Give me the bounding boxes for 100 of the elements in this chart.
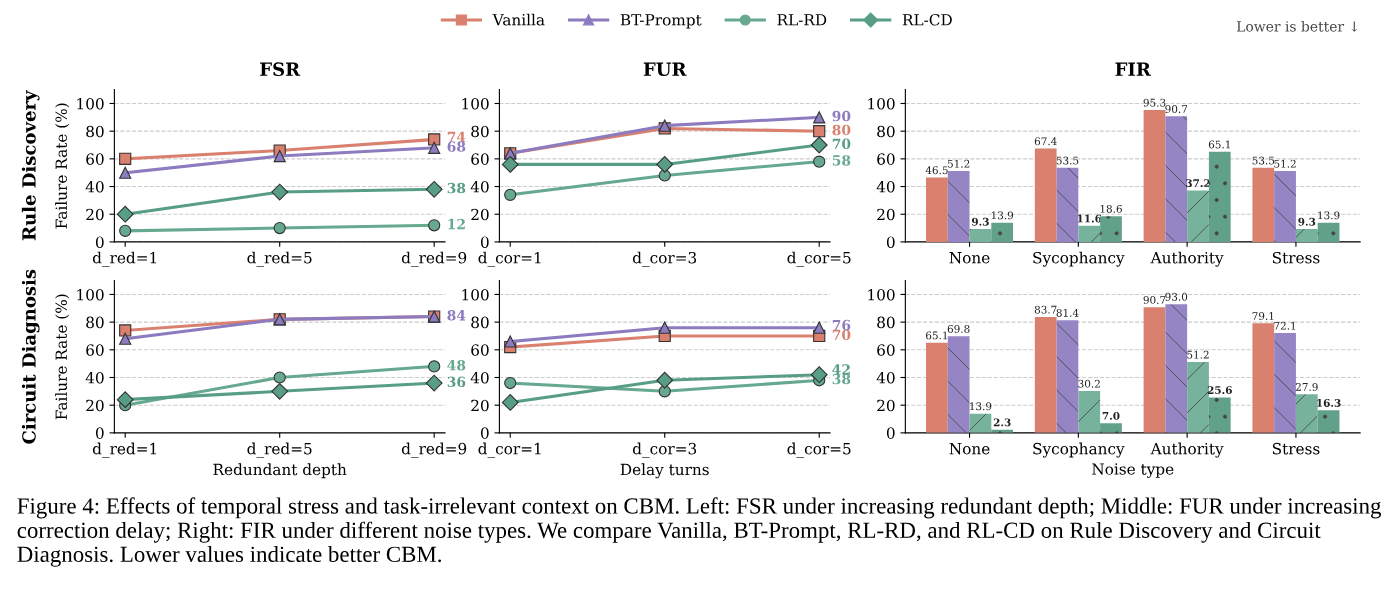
- x-axis-title: Delay turns: [620, 463, 709, 479]
- data-label: 30.2: [1078, 379, 1100, 388]
- data-label: 51.2: [947, 159, 970, 168]
- data-label: 70: [832, 329, 851, 340]
- data-label: 18.6: [1100, 204, 1122, 213]
- chart-title: FIR: [1115, 62, 1151, 76]
- data-label: 48: [447, 359, 466, 371]
- data-label: 76: [832, 319, 851, 331]
- data-label: 11.6: [1077, 214, 1102, 223]
- y-tick-label: 0: [95, 427, 104, 439]
- y-tick-label: 100: [77, 97, 104, 110]
- y-tick-label: 60: [86, 344, 104, 356]
- data-label: 83.7: [1034, 305, 1057, 314]
- data-label: 16.3: [1317, 399, 1341, 407]
- data-label: 95.3: [1143, 98, 1166, 107]
- y-tick-label: 40: [85, 181, 104, 193]
- x-tick-label: d_cor=3: [632, 442, 697, 458]
- data-label: 65.1: [1208, 140, 1230, 149]
- y-tick-label: 80: [877, 316, 895, 329]
- y-tick-label: 60: [471, 153, 489, 165]
- y-tick-label: 20: [877, 399, 895, 412]
- data-label: 12: [448, 218, 465, 230]
- data-label: 69.8: [947, 324, 970, 333]
- data-label: 53.5: [1056, 156, 1079, 165]
- y-tick-label: 20: [471, 399, 489, 412]
- data-label: 53.5: [1252, 156, 1275, 165]
- y-tick-label: 40: [876, 181, 895, 193]
- legend-label: RL-CD: [902, 14, 952, 26]
- y-tick-label: 100: [868, 288, 895, 301]
- x-tick-label: d_cor=3: [632, 251, 697, 267]
- y-tick-label: 20: [877, 208, 895, 221]
- x-tick-label: d_red=9: [401, 442, 467, 458]
- data-label: 36: [447, 376, 466, 388]
- y-tick-label: 60: [471, 344, 489, 356]
- x-axis-title: Noise type: [1092, 463, 1174, 478]
- data-label: 27.9: [1295, 382, 1318, 391]
- y-tick-label: 20: [471, 208, 489, 221]
- x-tick-label: None: [949, 252, 990, 264]
- y-tick-label: 20: [86, 208, 104, 221]
- chart-title: FSR: [260, 62, 301, 77]
- x-axis-title: Redundant depth: [213, 463, 347, 479]
- data-label: 90: [832, 110, 851, 122]
- data-label: 70: [832, 138, 851, 150]
- y-tick-label: 60: [86, 153, 104, 165]
- y-tick-label: 80: [471, 125, 489, 138]
- data-label: 74: [447, 131, 466, 142]
- text: Lower is better ↓: [1236, 20, 1358, 32]
- data-label: 90.7: [1165, 105, 1188, 113]
- y-tick-label: 0: [886, 427, 895, 439]
- data-label: 42: [832, 364, 850, 375]
- x-tick-label: d_cor=1: [478, 251, 541, 267]
- x-tick-label: d_cor=1: [478, 442, 541, 458]
- data-label: 7.0: [1102, 411, 1120, 420]
- data-label: 58: [832, 155, 851, 166]
- data-label: 67.4: [1034, 137, 1057, 146]
- data-label: 38: [832, 373, 851, 385]
- x-tick-label: Authority: [1150, 442, 1224, 458]
- y-tick-label: 0: [480, 236, 489, 248]
- y-tick-label: 100: [462, 97, 489, 110]
- text: Rule Discovery: [21, 90, 40, 241]
- data-label: 51.2: [1187, 350, 1209, 359]
- data-label: 90.7: [1143, 296, 1166, 304]
- data-label: 68: [447, 141, 466, 152]
- y-tick-label: 40: [470, 371, 489, 384]
- x-tick-label: d_red=1: [92, 442, 157, 458]
- text: Circuit Diagnosis: [21, 269, 40, 444]
- data-label: 51.2: [1274, 159, 1296, 168]
- data-label: 13.9: [1318, 211, 1340, 220]
- y-tick-label: 80: [471, 316, 489, 329]
- legend-label: Vanilla: [492, 13, 545, 26]
- x-tick-label: d_red=1: [92, 251, 157, 267]
- data-label: 13.9: [970, 402, 992, 411]
- x-tick-label: Stress: [1272, 251, 1320, 264]
- y-tick-label: 60: [877, 153, 895, 165]
- y-tick-label: 80: [86, 125, 104, 138]
- data-label: 13.9: [991, 211, 1014, 220]
- data-label: 81.4: [1056, 308, 1079, 317]
- x-tick-label: Stress: [1272, 442, 1320, 455]
- x-tick-label: None: [949, 443, 990, 455]
- y-tick-label: 40: [85, 371, 104, 384]
- data-label: 65.1: [926, 331, 948, 340]
- y-tick-label: 80: [877, 125, 895, 138]
- x-tick-label: Sycophancy: [1033, 251, 1125, 267]
- data-label: 2.3: [993, 418, 1011, 427]
- y-tick-label: 60: [877, 344, 895, 356]
- data-label: 72.1: [1274, 321, 1296, 330]
- y-tick-label: 0: [480, 427, 489, 439]
- y-axis-title: Failure Rate (%): [55, 294, 70, 420]
- y-tick-label: 80: [86, 316, 104, 329]
- data-label: 9.3: [971, 217, 989, 226]
- y-axis-title: Failure Rate (%): [55, 103, 70, 229]
- x-tick-label: d_cor=5: [787, 442, 851, 458]
- x-tick-label: Authority: [1150, 251, 1224, 267]
- chart-title: FUR: [643, 62, 687, 77]
- data-label: 38: [447, 182, 466, 194]
- y-tick-label: 100: [77, 288, 104, 301]
- y-tick-label: 40: [876, 371, 895, 384]
- legend-label: BT-Prompt: [620, 14, 702, 29]
- x-tick-label: d_cor=5: [787, 251, 851, 267]
- x-tick-label: Sycophancy: [1033, 442, 1125, 458]
